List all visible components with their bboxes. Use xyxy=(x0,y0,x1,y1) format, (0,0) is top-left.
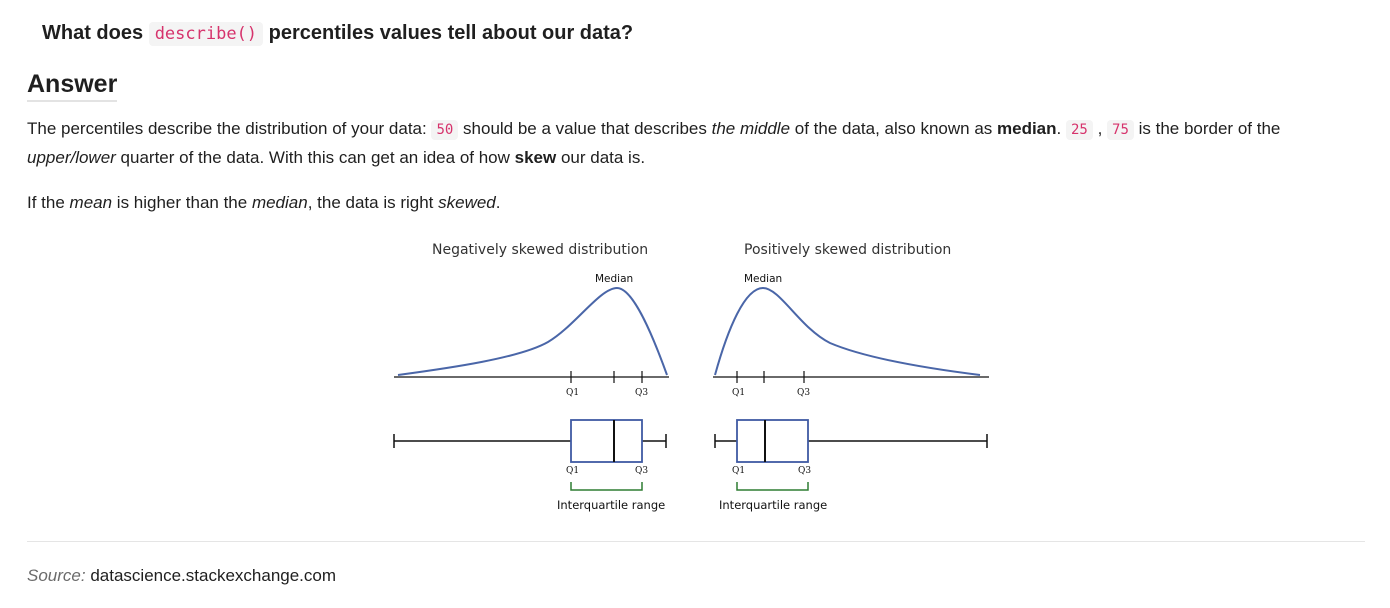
strong-skew: skew xyxy=(514,148,557,167)
em-median: median xyxy=(251,193,308,212)
source-value: datascience.stackexchange.com xyxy=(90,566,337,585)
code-50: 50 xyxy=(431,120,459,140)
code-25: 25 xyxy=(1065,120,1093,140)
left-box xyxy=(570,419,643,463)
text: is higher than the xyxy=(112,193,252,212)
right-box-q1-label: Q1 xyxy=(732,466,745,476)
question-suffix: percentiles values tell about our data? xyxy=(268,22,634,44)
question-prefix: What does xyxy=(42,22,144,44)
right-iqr-label: Interquartile range xyxy=(719,498,827,512)
left-box-q3-label: Q3 xyxy=(635,466,648,476)
right-iqr-bracket xyxy=(736,482,809,491)
em-middle: the middle xyxy=(711,119,791,138)
footer-divider xyxy=(27,541,1365,542)
left-axis-q1-label: Q1 xyxy=(566,388,579,398)
strong-median: median xyxy=(997,119,1057,138)
text: . xyxy=(495,193,501,212)
positive-skew-curve xyxy=(714,286,981,376)
negative-skew-curve xyxy=(397,286,668,376)
em-mean: mean xyxy=(69,193,113,212)
answer-heading: Answer xyxy=(27,70,118,102)
text: , the data is right xyxy=(307,193,439,212)
left-iqr-label: Interquartile range xyxy=(557,498,665,512)
positive-skew-title: Positively skewed distribution xyxy=(744,242,951,258)
answer-paragraph-1: The percentiles describe the distributio… xyxy=(27,115,1367,172)
answer-paragraph-2: If the mean is higher than the median, t… xyxy=(27,189,1367,217)
code-75: 75 xyxy=(1107,120,1134,140)
right-box xyxy=(736,419,809,463)
text: of the data, also known as xyxy=(790,119,997,138)
text: The percentiles describe the distributio… xyxy=(27,119,432,138)
left-iqr-bracket xyxy=(570,482,643,491)
text: should be a value that describes xyxy=(458,119,712,138)
describe-code: describe() xyxy=(148,22,264,46)
right-axis-q1-label: Q1 xyxy=(732,388,745,398)
left-median-label: Median xyxy=(595,273,633,285)
em-upper-lower: upper/lower xyxy=(27,148,116,167)
source-label: Source: xyxy=(27,566,86,585)
question-heading: What does describe() percentiles values … xyxy=(42,22,634,46)
skewness-figure: Negatively skewed distribution Positivel… xyxy=(380,228,1000,528)
source-line: Source: datascience.stackexchange.com xyxy=(27,566,336,586)
text: quarter of the data. With this can get a… xyxy=(115,148,515,167)
left-axis-q3-label: Q3 xyxy=(635,388,648,398)
skewness-diagram: Negatively skewed distribution Positivel… xyxy=(393,242,989,512)
right-box-q3-label: Q3 xyxy=(798,466,811,476)
text: our data is. xyxy=(556,148,646,167)
right-median-label: Median xyxy=(744,273,782,285)
em-skewed: skewed xyxy=(438,193,496,212)
text: If the xyxy=(27,193,70,212)
text: is the border of the xyxy=(1133,119,1281,138)
right-axis-q3-label: Q3 xyxy=(797,388,810,398)
negative-skew-title: Negatively skewed distribution xyxy=(432,242,648,258)
text: , xyxy=(1092,119,1108,138)
text: . xyxy=(1056,119,1066,138)
left-box-q1-label: Q1 xyxy=(566,466,579,476)
